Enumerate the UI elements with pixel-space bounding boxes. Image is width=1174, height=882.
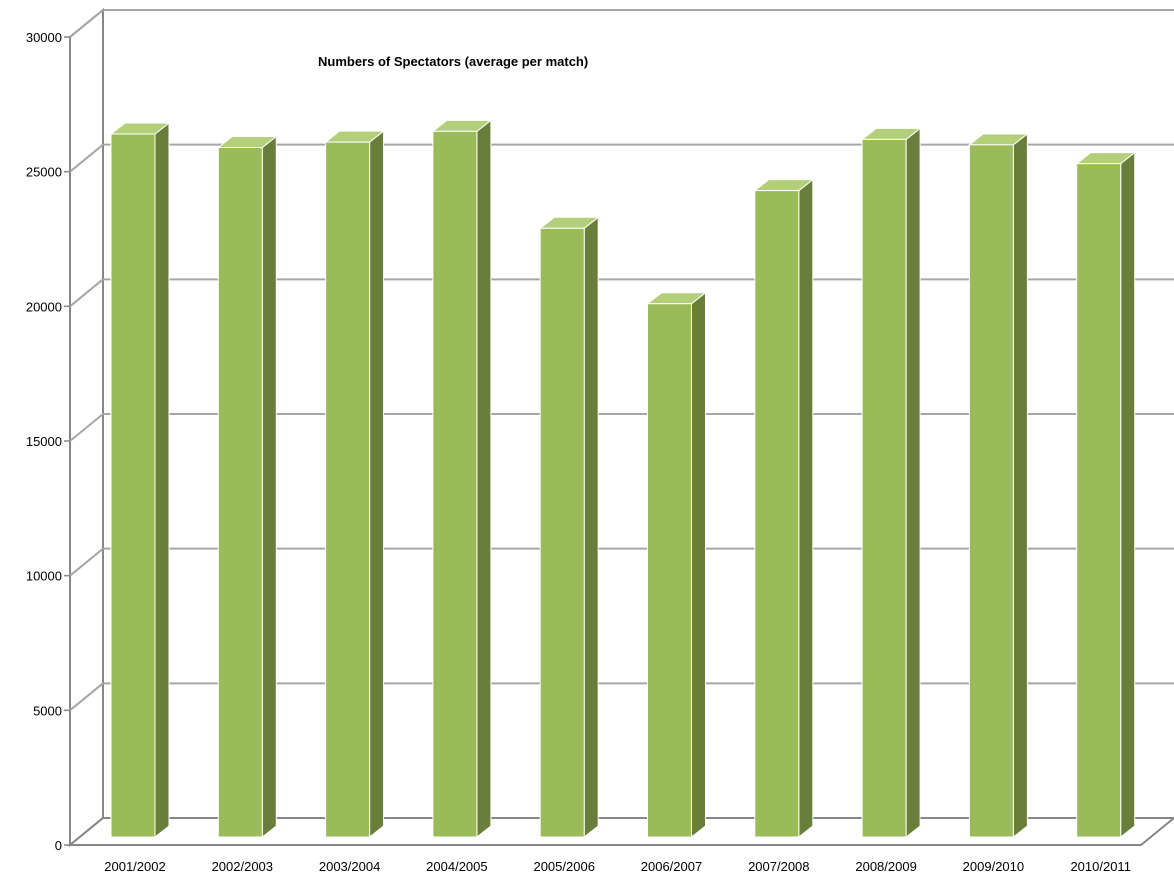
gridline-side [69,413,104,442]
y-axis-tick-labels: 0 5000 10000 15000 20000 25000 30000 [26,30,62,853]
x-axis-tick-labels: 2001/2002 2002/2003 2003/2004 2004/2005 2005… [104,859,1131,874]
bar [432,130,478,838]
x-tick-label: 2001/2002 [104,859,165,874]
bar [861,138,907,838]
y-tick-label: 15000 [26,434,62,449]
gridline-side [69,143,104,173]
x-tick-label: 2007/2008 [748,859,809,874]
y-tick-label: 20000 [26,299,62,314]
bar-side [261,135,277,839]
bar-side [583,216,599,839]
x-tick-label: 2010/2011 [1070,859,1131,874]
gridline-side [69,682,104,712]
bar-side [1012,132,1028,839]
bar-side [154,122,170,839]
bar-side [905,127,921,839]
x-tick-label: 2008/2009 [855,859,916,874]
bar [968,144,1014,838]
y-tick-label: 5000 [33,703,62,718]
bar [110,133,156,838]
y-tick-label: 25000 [26,165,62,180]
bars [109,119,1137,839]
bar [325,141,371,838]
bar [539,227,585,838]
y-tick-label: 10000 [26,569,62,584]
x-tick-label: 2003/2004 [319,859,380,874]
x-tick-label: 2002/2003 [212,859,273,874]
bar-side [798,178,814,839]
x-tick-label: 2009/2010 [963,859,1024,874]
x-tick-label: 2004/2005 [426,859,487,874]
bar-side [1120,151,1136,839]
y-tick-label: 30000 [26,30,62,45]
bar [754,190,800,838]
bar-side [369,130,385,839]
chart-title: Numbers of Spectators (average per match… [318,54,588,69]
x-tick-label: 2006/2007 [641,859,702,874]
bar [1076,163,1122,838]
bar [217,147,263,838]
gridline-side [69,278,104,308]
y-tick-label: 0 [55,838,62,853]
bar-side [691,291,706,839]
bar-side [476,119,492,839]
bar [647,303,692,838]
gridline-side [69,547,104,577]
x-tick-label: 2005/2006 [533,859,594,874]
gridline-side [69,9,104,38]
